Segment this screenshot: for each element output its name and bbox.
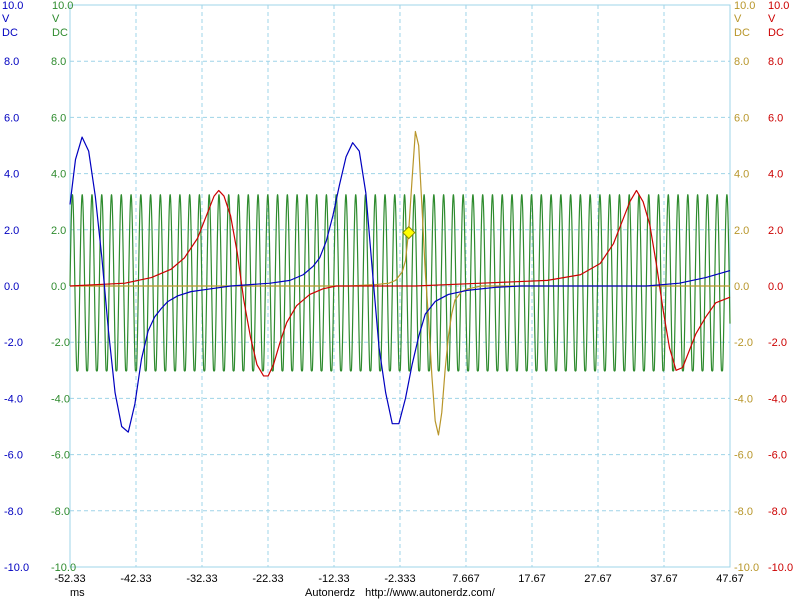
y-tick-label-d: 2.0 [768,225,783,237]
channel-a-scale-top: 10.0 [2,0,23,12]
x-tick-label: -12.33 [318,573,349,585]
y-tick-label-b: 0.0 [51,281,66,293]
x-tick-label: -22.33 [252,573,283,585]
website-link[interactable]: http://www.autonerdz.com/ [365,587,495,599]
y-tick-label-b: -6.0 [51,450,70,462]
y-tick-label-a: 8.0 [4,56,19,68]
y-tick-label-c: -4.0 [734,393,753,405]
y-tick-label-c: 2.0 [734,225,749,237]
y-tick-label-a: 2.0 [4,225,19,237]
x-tick-label: -32.33 [186,573,217,585]
y-axis-tick-labels: 8.0 8.0 8.0 8.0 6.0 6.0 6.0 6.0 4.0 4.0 4.0 4.0 2.0 2… [4,56,793,574]
y-tick-label-c: 8.0 [734,56,749,68]
channel-c-coupling: DC [734,27,750,39]
channel-c-scale-top: 10.0 [734,0,755,12]
y-tick-label-a: 4.0 [4,169,19,181]
channel-d-coupling: DC [768,27,784,39]
channel-headers: 10.0 V DC 10.0 V DC 10.0 V DC 10.0 V DC [2,0,789,39]
y-tick-label-d: 4.0 [768,169,783,181]
y-tick-label-b: 6.0 [51,112,66,124]
y-tick-label-b: 2.0 [51,225,66,237]
trace-channel-b [69,194,731,372]
y-tick-label-d: -10.0 [768,562,793,574]
y-tick-label-b: 8.0 [51,56,66,68]
y-tick-label-c: -8.0 [734,506,753,518]
channel-d-unit: V [768,13,776,25]
y-tick-label-d: -4.0 [768,393,787,405]
channel-a-coupling: DC [2,27,18,39]
brand-label: Autonerdz [305,587,356,599]
x-tick-label: -2.333 [384,573,415,585]
y-tick-label-c: -6.0 [734,450,753,462]
y-tick-label-b: -2.0 [51,337,70,349]
y-tick-label-d: -8.0 [768,506,787,518]
y-tick-label-b: -8.0 [51,506,70,518]
x-tick-label: 37.67 [650,573,678,585]
trigger-diamond-icon[interactable] [402,225,416,240]
channel-c-unit: V [734,13,742,25]
trace-channel-a [69,136,731,433]
channel-b-scale-top: 10.0 [52,0,73,12]
x-axis-unit-label: ms [70,587,85,599]
y-tick-label-c: 6.0 [734,112,749,124]
x-tick-label: 7.667 [452,573,480,585]
y-tick-label-a: -8.0 [4,506,23,518]
y-tick-label-a: -4.0 [4,393,23,405]
y-tick-label-d: 8.0 [768,56,783,68]
x-tick-label: -42.33 [120,573,151,585]
footer-bar: ms Autonerdz http://www.autonerdz.com/ [0,584,800,600]
y-tick-label-c: -10.0 [734,562,759,574]
y-tick-label-d: 6.0 [768,112,783,124]
x-tick-label: 27.67 [584,573,612,585]
credit-line: Autonerdz http://www.autonerdz.com/ [305,587,495,599]
y-tick-label-c: -2.0 [734,337,753,349]
channel-b-unit: V [52,13,60,25]
y-tick-label-b: -4.0 [51,393,70,405]
trace-channel-d [69,189,731,377]
x-tick-label: 47.67 [716,573,744,585]
trigger-marker[interactable] [402,225,416,240]
y-tick-label-a: -10.0 [4,562,29,574]
channel-d-scale-top: 10.0 [768,0,789,12]
y-tick-label-d: 0.0 [768,281,783,293]
x-tick-label: 17.67 [518,573,546,585]
y-tick-label-c: 4.0 [734,169,749,181]
y-tick-label-a: 6.0 [4,112,19,124]
y-tick-label-b: -10.0 [51,562,76,574]
y-tick-label-d: -6.0 [768,450,787,462]
waveform-traces [69,130,731,436]
x-tick-label: -52.33 [54,573,85,585]
channel-a-unit: V [2,13,10,25]
y-tick-label-a: -2.0 [4,337,23,349]
channel-b-coupling: DC [52,27,68,39]
y-tick-label-b: 4.0 [51,169,66,181]
x-axis-tick-labels: -52.33 -42.33 -32.33 -22.33 -12.33 -2.333 7.66… [54,573,743,585]
trace-channel-c [70,130,730,436]
y-tick-label-a: 0.0 [4,281,19,293]
y-tick-label-c: 0.0 [734,281,749,293]
y-tick-label-a: -6.0 [4,450,23,462]
y-tick-label-d: -2.0 [768,337,787,349]
